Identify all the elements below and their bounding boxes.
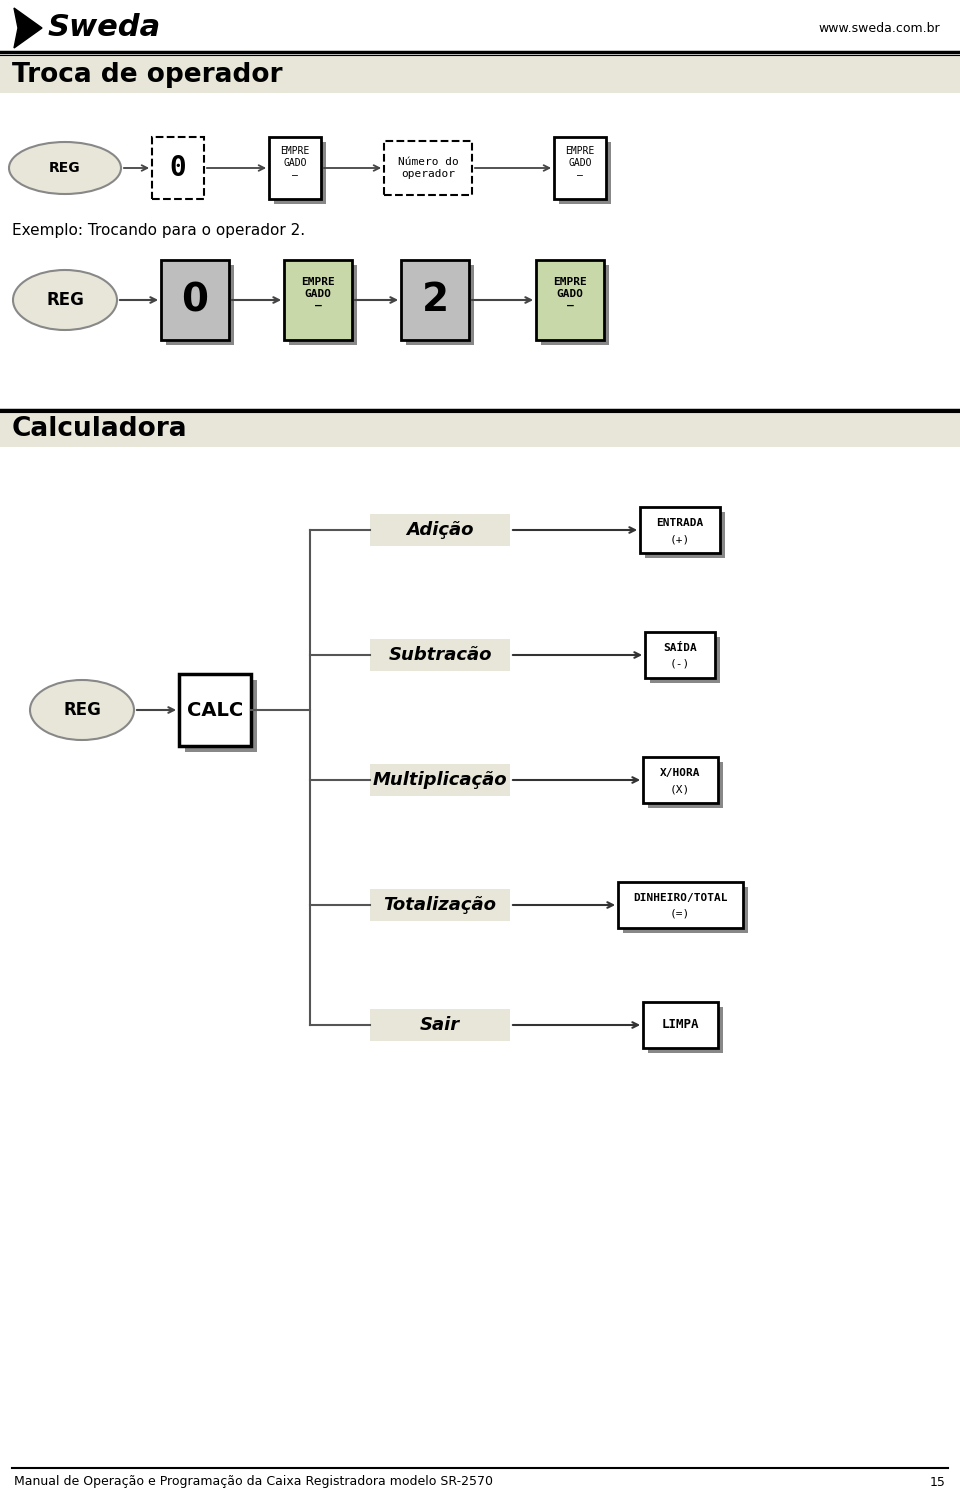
Text: REG: REG [49, 161, 81, 174]
Text: 0: 0 [170, 153, 186, 182]
FancyBboxPatch shape [161, 260, 229, 340]
Text: LIMPA: LIMPA [661, 1019, 699, 1031]
FancyBboxPatch shape [536, 260, 604, 340]
FancyBboxPatch shape [370, 764, 510, 797]
Text: (+): (+) [670, 534, 690, 544]
Text: REG: REG [63, 700, 101, 718]
Ellipse shape [30, 679, 134, 739]
FancyBboxPatch shape [406, 265, 474, 346]
Text: EMPRE
GADO
–: EMPRE GADO – [553, 278, 587, 311]
FancyBboxPatch shape [645, 513, 725, 558]
Text: Totalização: Totalização [383, 896, 496, 914]
FancyBboxPatch shape [185, 679, 257, 752]
FancyBboxPatch shape [152, 137, 204, 198]
Text: REG: REG [46, 292, 84, 310]
Text: 2: 2 [421, 281, 448, 319]
FancyBboxPatch shape [384, 141, 472, 195]
FancyBboxPatch shape [643, 1003, 718, 1048]
Text: SAÍDA: SAÍDA [663, 643, 697, 652]
Ellipse shape [13, 271, 117, 331]
Text: 15: 15 [930, 1476, 946, 1488]
Text: ENTRADA: ENTRADA [657, 519, 704, 528]
FancyBboxPatch shape [370, 514, 510, 546]
FancyBboxPatch shape [179, 673, 251, 745]
FancyBboxPatch shape [650, 637, 720, 682]
Text: EMPRE
GADO
–: EMPRE GADO – [565, 146, 594, 179]
FancyBboxPatch shape [0, 56, 960, 93]
FancyBboxPatch shape [401, 260, 469, 340]
Text: CALC: CALC [187, 700, 243, 720]
Text: Calculadora: Calculadora [12, 415, 187, 442]
FancyBboxPatch shape [648, 1007, 723, 1054]
Text: Sweda: Sweda [48, 14, 161, 42]
Text: 0: 0 [181, 281, 208, 319]
Text: (=): (=) [670, 909, 690, 918]
Text: Subtracão: Subtracão [388, 646, 492, 664]
FancyBboxPatch shape [645, 631, 715, 678]
FancyBboxPatch shape [559, 141, 611, 204]
Text: Multiplicação: Multiplicação [372, 771, 507, 789]
FancyBboxPatch shape [648, 762, 723, 809]
Text: Exemplo: Trocando para o operador 2.: Exemplo: Trocando para o operador 2. [12, 222, 305, 237]
Text: EMPRE
GADO
–: EMPRE GADO – [301, 278, 335, 311]
Polygon shape [14, 8, 42, 48]
FancyBboxPatch shape [554, 137, 606, 198]
Text: (-): (-) [670, 658, 690, 669]
Text: Manual de Operação e Programação da Caixa Registradora modelo SR-2570: Manual de Operação e Programação da Caix… [14, 1476, 493, 1488]
FancyBboxPatch shape [541, 265, 609, 346]
FancyBboxPatch shape [0, 410, 960, 446]
Text: DINHEIRO/TOTAL: DINHEIRO/TOTAL [633, 893, 728, 903]
Text: X/HORA: X/HORA [660, 768, 700, 779]
FancyBboxPatch shape [284, 260, 352, 340]
Text: Sair: Sair [420, 1016, 460, 1034]
Text: Troca de operador: Troca de operador [12, 62, 282, 87]
FancyBboxPatch shape [166, 265, 234, 346]
FancyBboxPatch shape [643, 758, 718, 803]
FancyBboxPatch shape [274, 141, 326, 204]
FancyBboxPatch shape [289, 265, 357, 346]
Text: Número do
operador: Número do operador [397, 158, 458, 179]
Text: EMPRE
GADO
–: EMPRE GADO – [280, 146, 310, 179]
FancyBboxPatch shape [269, 137, 321, 198]
FancyBboxPatch shape [370, 888, 510, 921]
FancyBboxPatch shape [370, 639, 510, 670]
FancyBboxPatch shape [640, 507, 720, 553]
Text: www.sweda.com.br: www.sweda.com.br [818, 21, 940, 35]
FancyBboxPatch shape [623, 887, 748, 933]
Ellipse shape [9, 141, 121, 194]
Text: (X): (X) [670, 785, 690, 794]
Text: Adição: Adição [406, 522, 473, 540]
FancyBboxPatch shape [370, 1009, 510, 1042]
FancyBboxPatch shape [618, 882, 743, 927]
